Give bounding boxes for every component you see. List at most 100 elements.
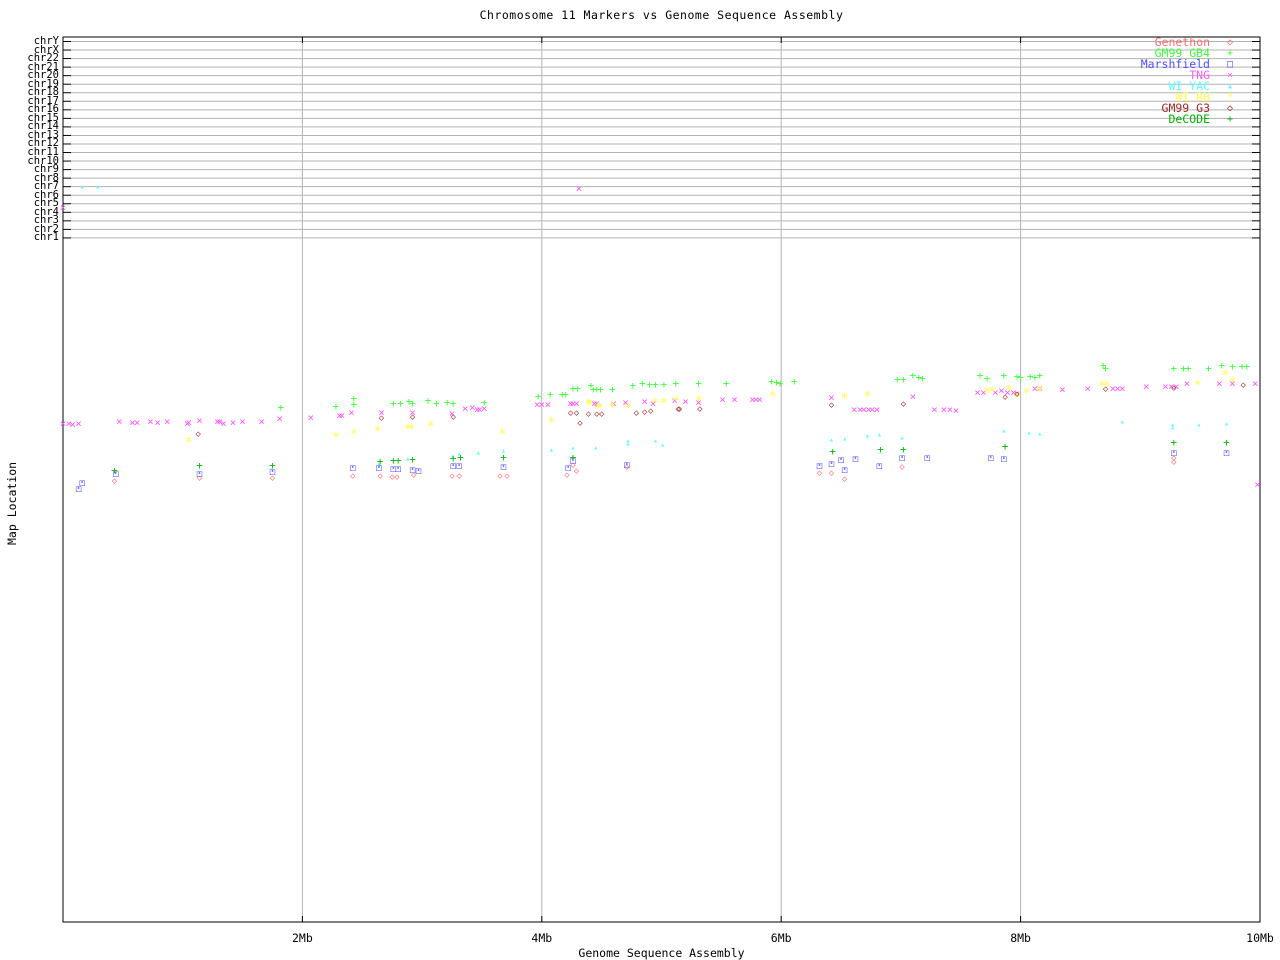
- data-point-tng: ×: [164, 415, 171, 428]
- data-point-dot: [351, 466, 354, 468]
- data-point-tng: ×: [591, 397, 598, 410]
- data-point-wi-rh: *: [332, 430, 340, 445]
- data-point-wi-rh: *: [652, 396, 660, 411]
- data-point-tng: ×: [980, 386, 987, 399]
- data-point-tng: ×: [753, 393, 760, 406]
- data-point-gm99-gb4: +: [984, 372, 991, 385]
- data-point-wi-yac: ▴: [501, 446, 506, 455]
- data-point-tng: ×: [695, 396, 702, 409]
- data-point-dot: [1172, 451, 1175, 453]
- data-point-gm99-g3: ◇: [1002, 392, 1008, 402]
- data-point-tng: ×: [75, 417, 82, 430]
- data-point-gm99-g3: ◇: [586, 409, 592, 419]
- data-point-wi-yac: ▴: [549, 445, 554, 454]
- data-point-wi-yac: ▴: [829, 435, 834, 444]
- data-point-wi-yac: ▴: [571, 443, 576, 452]
- data-point-wi-yac: ▴: [660, 440, 665, 449]
- x-tick-label: 2Mb: [292, 931, 313, 945]
- data-point-decode: +: [829, 445, 836, 458]
- data-point-dot: [77, 487, 80, 489]
- x-tick-label: 6Mb: [770, 931, 792, 945]
- data-point-gm99-gb4: +: [629, 379, 636, 392]
- data-point-tng: ×: [1036, 382, 1043, 395]
- data-point-tng: ×: [567, 397, 574, 410]
- data-point-dot: [198, 472, 201, 474]
- x-axis-label: Genome Sequence Assembly: [578, 946, 745, 960]
- data-point-gm99-gb4: +: [333, 400, 340, 413]
- data-point-gm99-g3: ◇: [1014, 389, 1020, 399]
- data-point-dot: [417, 469, 420, 471]
- data-point-wi-rh: *: [498, 427, 506, 442]
- data-point-marshfield: □: [829, 459, 835, 469]
- data-point-decode: +: [570, 451, 577, 464]
- data-point-marshfield: □: [1001, 454, 1007, 464]
- chromosome-label-chr2: chr2: [33, 222, 59, 235]
- data-point-tng: ×: [610, 397, 617, 410]
- data-point-wi-rh: *: [672, 394, 680, 409]
- data-point-wi-rh: *: [374, 424, 382, 439]
- data-point-tng: ×: [828, 391, 835, 404]
- chromosome-label-chr5: chr5: [33, 197, 59, 210]
- data-point-tng: ×: [570, 397, 577, 410]
- data-point-gm99-gb4: +: [900, 373, 907, 386]
- data-point-wi-rh: *: [769, 389, 777, 404]
- data-point-gm99-gb4: +: [673, 377, 680, 390]
- data-point-genethon: ◇: [497, 471, 503, 481]
- x-tick-label: 4Mb: [531, 931, 553, 945]
- data-point-marshfield: □: [565, 463, 571, 473]
- data-point-dot: [625, 463, 628, 465]
- data-point-tng: ×: [749, 393, 756, 406]
- data-point-tng: ×: [874, 403, 881, 416]
- data-point-marshfield: □: [270, 467, 276, 477]
- data-point-gm99-g3: ◇: [574, 408, 580, 418]
- data-point-gm99-gb4: +: [481, 396, 488, 409]
- legend-row: WI RH *: [1000, 91, 1280, 103]
- data-point-decode: +: [457, 451, 464, 464]
- data-point-genethon: ◇: [570, 460, 576, 470]
- data-point-gm99-g3: ◇: [677, 404, 683, 414]
- data-point-gm99-gb4: +: [1001, 369, 1008, 382]
- data-point-wi-yac: ▴: [476, 448, 481, 457]
- data-point-tng: ×: [1184, 377, 1191, 390]
- data-point-tng: ×: [476, 403, 483, 416]
- data-point-dot: [840, 458, 842, 460]
- data-point-wi-rh: *: [1103, 379, 1111, 394]
- data-point-tng: ×: [60, 201, 67, 214]
- data-point-tng: ×: [66, 417, 73, 430]
- data-point-genethon: ◇: [817, 468, 823, 478]
- data-point-tng: ×: [947, 403, 954, 416]
- chromosome-label-chr7: chr7: [33, 180, 59, 193]
- data-point-wi-yac: ▴: [842, 434, 847, 443]
- legend-marker-icon: ◇: [1226, 37, 1234, 48]
- data-point-marshfield: □: [853, 454, 859, 464]
- data-point-tng: ×: [258, 415, 265, 428]
- data-point-tng: ×: [1084, 382, 1091, 395]
- legend-row: WI YAC ▴: [1000, 80, 1280, 92]
- data-point-tng: ×: [622, 396, 629, 409]
- data-point-dot: [271, 470, 274, 472]
- data-point-gm99-gb4: +: [409, 397, 416, 410]
- data-point-marshfield: □: [79, 478, 85, 488]
- data-point-marshfield: □: [842, 465, 848, 475]
- data-point-tng: ×: [851, 403, 858, 416]
- chromosome-label-chr4: chr4: [33, 205, 59, 218]
- data-point-tng: ×: [1252, 377, 1259, 390]
- legend-row: TNG ×: [1000, 69, 1280, 81]
- data-point-decode: +: [196, 459, 203, 472]
- data-point-wi-yac: ▴: [1027, 428, 1032, 437]
- data-point-tng: ×: [409, 406, 416, 419]
- data-point-marshfield: □: [197, 469, 203, 479]
- data-point-dot: [397, 467, 400, 469]
- data-point-gm99-gb4: +: [397, 397, 404, 410]
- data-point-marshfield: □: [570, 456, 576, 466]
- chromosome-label-chr18: chr18: [27, 86, 59, 99]
- data-point-marshfield: □: [416, 466, 422, 476]
- data-point-gm99-gb4: +: [1014, 370, 1021, 383]
- data-point-decode: +: [395, 454, 402, 467]
- data-point-wi-yac: ▴: [457, 449, 462, 458]
- data-point-tng: ×: [860, 403, 867, 416]
- data-point-gm99-g3: ◇: [1103, 384, 1109, 394]
- data-point-gm99-gb4: +: [1185, 362, 1192, 375]
- data-point-tng: ×: [869, 403, 876, 416]
- data-point-decode: +: [1002, 440, 1009, 453]
